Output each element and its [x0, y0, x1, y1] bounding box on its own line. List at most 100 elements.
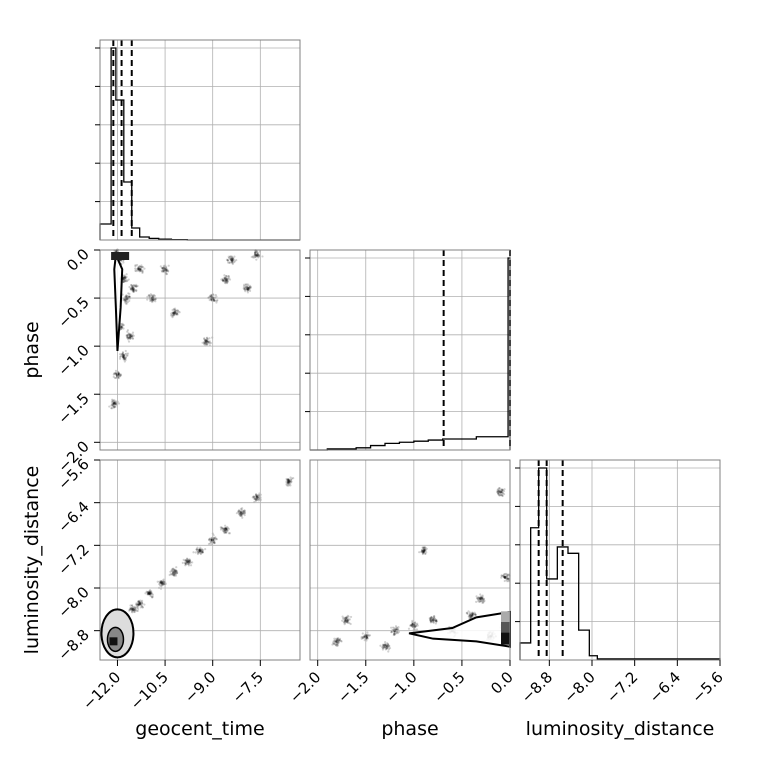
- sample-point: [149, 592, 152, 595]
- sample-point: [171, 571, 174, 574]
- sample-point: [386, 642, 389, 645]
- sample-point: [422, 551, 425, 554]
- sample-point: [148, 594, 152, 597]
- sample-point: [226, 259, 230, 262]
- sample-point: [199, 546, 202, 549]
- sample-point: [213, 538, 216, 541]
- sample-point: [246, 288, 250, 291]
- sample-point: [115, 376, 118, 380]
- sample-point: [256, 254, 259, 258]
- sample-point: [154, 300, 157, 303]
- sample-point: [503, 573, 506, 576]
- sample-point: [135, 285, 138, 288]
- sample-point: [212, 299, 215, 302]
- sample-point: [254, 493, 258, 496]
- sample-point: [131, 607, 134, 610]
- sample-point: [135, 263, 139, 267]
- sample-point: [360, 637, 363, 640]
- sample-point: [205, 338, 209, 341]
- sample-point: [139, 603, 142, 606]
- sample-point: [129, 287, 132, 290]
- sample-point: [158, 583, 161, 586]
- sample-point: [121, 354, 124, 357]
- sample-point: [382, 643, 385, 647]
- sample-point: [225, 529, 228, 532]
- sample-point: [229, 259, 233, 262]
- sample-point: [238, 512, 241, 516]
- sample-point: [120, 325, 124, 328]
- sample-point: [474, 613, 477, 616]
- sample-point: [341, 617, 345, 620]
- sample-point: [122, 276, 126, 279]
- sample-point: [476, 597, 479, 600]
- sample-point: [165, 272, 169, 276]
- sample-point: [121, 326, 124, 329]
- sample-point: [152, 298, 155, 301]
- sample-point: [225, 274, 228, 278]
- sample-point: [411, 619, 414, 622]
- sample-point: [465, 611, 468, 615]
- sample-point: [432, 619, 435, 622]
- sample-point: [473, 611, 476, 614]
- sample-point: [153, 294, 157, 297]
- sample-point: [141, 602, 144, 605]
- sample-point: [256, 495, 259, 498]
- sample-point: [115, 372, 118, 376]
- sample-point: [137, 267, 140, 270]
- sample-point: [207, 538, 211, 541]
- sample-point: [339, 639, 343, 643]
- sample-point: [245, 285, 248, 289]
- sample-point: [504, 575, 507, 578]
- sample-point: [162, 582, 165, 585]
- sample-point: [222, 530, 225, 533]
- y-tick-label: −1.5: [54, 389, 92, 427]
- sample-point: [114, 402, 117, 405]
- sample-point: [341, 619, 344, 622]
- sample-point: [121, 324, 124, 327]
- sample-point: [124, 295, 127, 298]
- sample-point: [172, 313, 176, 316]
- sample-point: [230, 261, 233, 264]
- sample-point: [216, 299, 219, 302]
- sample-point: [287, 478, 290, 481]
- scatter-point: [173, 570, 177, 574]
- sample-point: [154, 298, 157, 301]
- sample-point: [255, 498, 258, 501]
- histogram-geocent_time: [99, 47, 300, 241]
- sample-point: [255, 497, 258, 501]
- sample-point: [231, 261, 234, 264]
- sample-point: [228, 261, 232, 264]
- sample-point: [126, 352, 130, 355]
- sample-point: [239, 510, 242, 514]
- sample-point: [146, 592, 150, 595]
- sample-point: [135, 289, 138, 293]
- sample-point: [175, 566, 178, 569]
- sample-point: [285, 483, 288, 486]
- sample-point: [224, 531, 228, 534]
- sample-point: [349, 622, 352, 626]
- sample-point: [502, 575, 505, 578]
- sample-point: [123, 278, 126, 281]
- sample-point: [174, 311, 177, 314]
- sample-point: [506, 580, 509, 583]
- sample-point: [170, 569, 173, 572]
- sample-point: [175, 570, 178, 573]
- sample-point: [345, 616, 349, 619]
- sample-point: [425, 551, 428, 554]
- sample-point: [346, 618, 350, 622]
- sample-point: [213, 539, 216, 542]
- sample-point: [286, 479, 289, 483]
- sample-point: [422, 549, 426, 552]
- sample-point: [362, 635, 365, 638]
- sample-point: [507, 580, 510, 583]
- sample-point: [248, 289, 252, 292]
- sample-point: [344, 616, 348, 619]
- sample-point: [334, 640, 337, 643]
- sample-point: [422, 548, 426, 551]
- sample-point: [345, 616, 348, 619]
- sample-point: [344, 619, 347, 622]
- sample-point: [254, 251, 257, 254]
- sample-point: [130, 604, 134, 607]
- sample-point: [239, 511, 242, 515]
- sample-point: [410, 623, 413, 627]
